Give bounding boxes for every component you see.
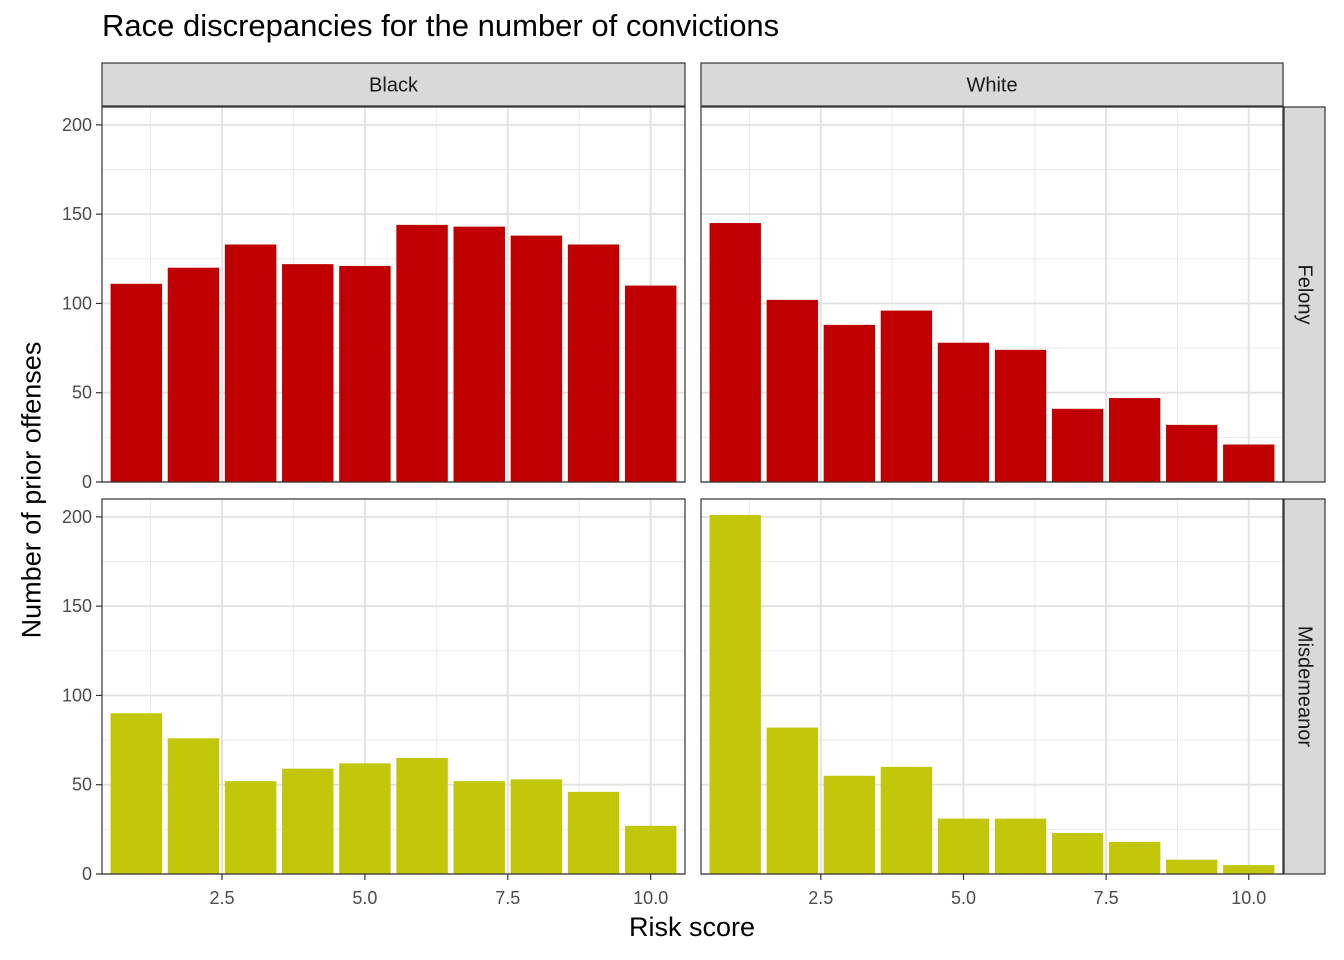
- y-tick-label: 200: [62, 507, 92, 527]
- y-tick-label: 100: [62, 293, 92, 313]
- bar-black-misdemeanor-1: [110, 713, 163, 874]
- panel-border: [101, 498, 686, 875]
- facet-strip-label-white: White: [966, 75, 1017, 97]
- bar-white-misdemeanor-10: [1223, 865, 1275, 874]
- panel-black-felony: 0 50 100 150 200: [62, 106, 686, 492]
- bar-white-felony-10: [1223, 444, 1275, 482]
- bar-black-felony-1: [110, 283, 163, 482]
- bar-black-felony-8: [510, 235, 563, 482]
- bar-white-felony-8: [1108, 398, 1161, 482]
- facet-strip-felony: [1283, 106, 1326, 483]
- bar-black-misdemeanor-6: [396, 757, 448, 874]
- bar-white-misdemeanor-6: [994, 818, 1047, 874]
- y-tick-label: 150: [62, 204, 92, 224]
- bar-white-felony-6: [994, 349, 1047, 482]
- x-tick-label: 2.5: [808, 888, 833, 908]
- facet-strip-label-black: Black: [369, 75, 419, 97]
- bar-white-felony-9: [1166, 424, 1218, 482]
- bar-black-felony-4: [282, 264, 334, 482]
- y-tick-label: 200: [62, 115, 92, 135]
- bar-black-misdemeanor-2: [167, 738, 220, 874]
- bar-white-felony-2: [766, 299, 818, 482]
- x-axis-label-wrap: Risk score: [0, 912, 1344, 943]
- bar-white-felony-7: [1051, 408, 1104, 482]
- x-tick-label: 7.5: [1094, 888, 1119, 908]
- bar-black-misdemeanor-10: [624, 825, 677, 874]
- x-tick-label: 2.5: [210, 888, 235, 908]
- facet-strip-white: [700, 62, 1284, 107]
- x-tick-label: 7.5: [495, 888, 520, 908]
- x-tick-label: 10.0: [633, 888, 668, 908]
- facet-strip-label-felony: Felony: [1294, 264, 1316, 324]
- bar-white-misdemeanor-3: [823, 775, 876, 874]
- bar-black-felony-3: [224, 244, 277, 482]
- bar-white-misdemeanor-5: [937, 818, 990, 874]
- bar-white-misdemeanor-9: [1166, 859, 1218, 874]
- x-tick-label: 10.0: [1231, 888, 1266, 908]
- panel-white-misdemeanor: 2.5 5.0 7.5 10.0: [700, 498, 1284, 908]
- bar-black-misdemeanor-9: [567, 791, 620, 874]
- y-tick-label: 100: [62, 685, 92, 705]
- bar-white-misdemeanor-8: [1108, 841, 1161, 874]
- bar-white-felony-5: [937, 342, 990, 482]
- bar-black-misdemeanor-3: [224, 781, 277, 874]
- panel-black-misdemeanor: 0 50 100 150 200 2.5 5.0 7.5 10.0: [62, 498, 686, 908]
- x-tick-label: 5.0: [352, 888, 377, 908]
- bar-white-felony-3: [823, 324, 876, 482]
- panel-border: [700, 498, 1284, 875]
- y-tick-label: 0: [82, 864, 92, 884]
- bar-black-misdemeanor-7: [453, 781, 505, 874]
- panel-white-felony: [700, 106, 1284, 483]
- facet-strip-misdemeanor: [1283, 498, 1326, 875]
- bar-black-misdemeanor-8: [510, 779, 563, 874]
- y-tick-label: 150: [62, 596, 92, 616]
- y-tick-label: 0: [82, 472, 92, 492]
- bar-black-felony-6: [396, 224, 448, 482]
- bar-white-misdemeanor-7: [1051, 832, 1104, 874]
- panel-border: [700, 106, 1284, 483]
- x-tick-label: 5.0: [951, 888, 976, 908]
- y-axis-label: Number of prior offenses: [16, 341, 47, 639]
- y-tick-label: 50: [72, 383, 92, 403]
- bar-black-felony-5: [339, 265, 391, 482]
- bar-black-felony-9: [567, 244, 620, 482]
- bar-black-misdemeanor-4: [282, 768, 334, 874]
- panel-border: [101, 106, 686, 483]
- bar-black-felony-2: [167, 267, 220, 482]
- facet-strip-label-misdemeanor: Misdemeanor: [1294, 626, 1316, 748]
- x-axis-label: Risk score: [628, 912, 756, 942]
- bar-black-felony-7: [453, 226, 505, 482]
- y-tick-label: 50: [72, 775, 92, 795]
- bar-white-felony-1: [709, 223, 761, 483]
- bar-white-misdemeanor-1: [709, 515, 761, 874]
- bar-white-misdemeanor-4: [880, 766, 933, 874]
- bar-black-felony-10: [624, 285, 677, 482]
- facet-strip-black: [101, 62, 686, 107]
- bar-black-misdemeanor-5: [339, 763, 391, 874]
- bar-white-misdemeanor-2: [766, 727, 818, 874]
- bar-white-felony-4: [880, 310, 933, 482]
- chart-title: Race discrepancies for the number of con…: [102, 8, 780, 43]
